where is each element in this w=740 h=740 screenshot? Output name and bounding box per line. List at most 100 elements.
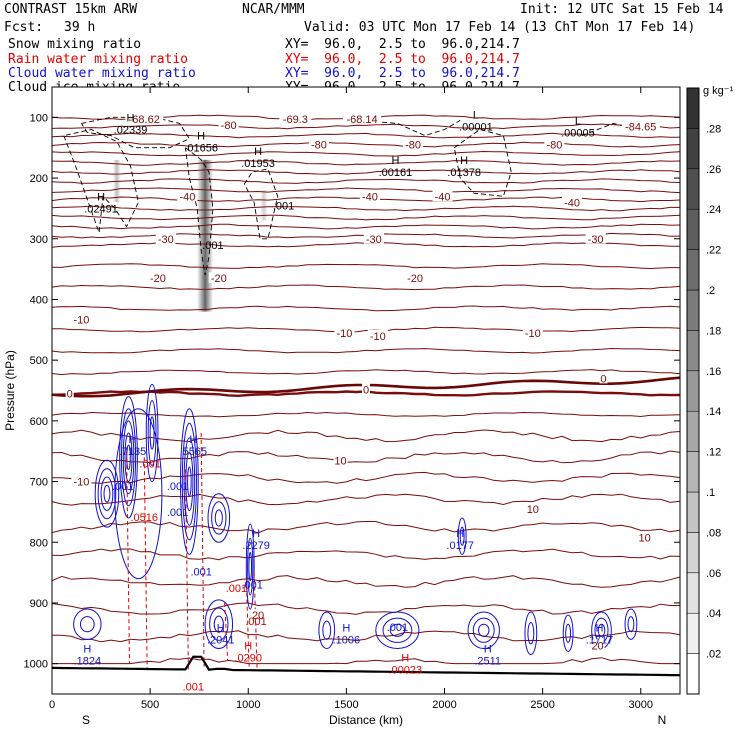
field-name-cloudwater: Cloud water mixing ratio — [8, 66, 196, 81]
temperature-label-bg — [208, 272, 229, 284]
temperature-label-bg — [562, 196, 583, 208]
temperature-contour — [52, 471, 681, 484]
init-time: Init: 12 UTC Sat 15 Feb 14 — [520, 2, 724, 17]
extremum-value: .00001 — [459, 121, 493, 133]
temperature-contour — [51, 223, 681, 230]
x-tick-label: 1500 — [334, 699, 358, 711]
temperature-label: 0 — [67, 389, 73, 401]
cloud-water-contour — [207, 493, 231, 543]
temperature-contour — [51, 575, 681, 588]
contour-value-label: .001 — [273, 200, 294, 212]
cloud-water-contour — [100, 476, 114, 511]
colorbar-segment — [686, 370, 700, 412]
field-name-rain: Rain water mixing ratio — [8, 52, 189, 67]
y-tick-label: 200 — [30, 173, 48, 185]
contour-value-label: .001 — [202, 240, 223, 252]
cloud-water-contour — [126, 444, 131, 470]
temperature-label-bg — [155, 232, 176, 244]
extremum-letter: H — [596, 622, 604, 634]
extremum-value: .7135 — [119, 446, 147, 458]
temperature-label: 20 — [591, 640, 603, 652]
cloud-water-contour — [94, 459, 120, 528]
cloud-water-contour — [149, 416, 155, 450]
extremum-letter: H — [128, 434, 136, 446]
fcst-value: 39 h — [64, 20, 96, 35]
contour-value-label: .001 — [245, 616, 266, 628]
rain-contour — [245, 578, 250, 670]
temperature-contour — [51, 411, 681, 418]
cloud-water-contour — [103, 484, 111, 503]
y-tick-label: 1000 — [24, 659, 48, 671]
temperature-contour — [51, 160, 681, 166]
temperature-label-bg — [405, 272, 426, 284]
extremum-value: .0177 — [446, 540, 474, 552]
field-name-snow: Snow mixing ratio — [8, 37, 142, 52]
temperature-label: -10 — [525, 328, 541, 340]
cloud-water-contour — [459, 526, 465, 546]
temperature-label: -30 — [366, 234, 382, 246]
temperature-label-bg — [251, 609, 266, 621]
colorbar-tick-label: .08 — [706, 527, 721, 539]
temperature-label-bg — [637, 531, 652, 543]
colorbar-segment — [686, 532, 700, 574]
temperature-contour — [51, 369, 681, 376]
temperature-contour — [51, 630, 681, 643]
colorbar-segment — [686, 572, 700, 614]
cloud-water-contour — [247, 537, 254, 596]
cloud-water-contour — [248, 551, 253, 582]
colorbar-segment — [686, 330, 700, 372]
colorbar-segment — [686, 653, 700, 695]
temperature-label: -40 — [179, 191, 195, 203]
temperature-label-bg — [367, 329, 388, 341]
temperature-contour — [51, 187, 681, 194]
temperature-label-bg — [125, 113, 164, 125]
cloud-water-contour — [318, 611, 336, 649]
extremum-value: .02339 — [114, 124, 148, 136]
extremum-letter: H — [97, 191, 105, 203]
colorbar-segment — [686, 410, 700, 452]
cloud-water-contour — [145, 383, 159, 483]
extremum-value: .01953 — [241, 158, 275, 170]
extremum-letter: H — [217, 622, 225, 634]
temperature-label: -80 — [221, 120, 237, 132]
temperature-contour — [51, 205, 680, 212]
x-tick-label: 3000 — [629, 699, 653, 711]
temperature-contour — [51, 150, 681, 157]
cloud-water-contour — [122, 420, 135, 495]
extremum-value: .0290 — [234, 653, 262, 665]
org-label: NCAR/MMM — [242, 2, 305, 17]
temperature-label: 10 — [527, 504, 539, 516]
extremum-value: .1006 — [333, 634, 361, 646]
cloud-water-contour — [467, 611, 500, 649]
cloud-water-contour — [214, 509, 223, 527]
extremum-letter: H — [197, 131, 205, 143]
cloud-water-contour — [624, 608, 638, 640]
cloud-water-contour — [119, 396, 138, 519]
colorbar-segment — [686, 249, 700, 291]
cloud-water-contour — [79, 616, 95, 633]
extremum-letter: L — [575, 115, 581, 127]
contour-value-label: .001 — [241, 580, 262, 592]
extremum-letter: H — [456, 528, 464, 540]
y-tick-label: 700 — [30, 477, 48, 489]
rain-contour — [184, 469, 189, 670]
temperature-label: -10 — [370, 331, 386, 343]
cloud-water-contour — [73, 608, 102, 640]
extremum-letter: H — [484, 644, 492, 656]
temperature-label: -80 — [546, 140, 562, 152]
header: CONTRAST 15km ARW NCAR/MMM Init: 12 UTC … — [0, 0, 740, 96]
cloud-water-contour — [181, 422, 197, 541]
extremum-letter: H — [254, 146, 262, 158]
temperature-contour — [51, 347, 681, 354]
colorbar-segment — [686, 208, 700, 250]
snow-contour — [184, 147, 214, 276]
contour-value-label: .001 — [190, 566, 211, 578]
field-xy-rain: XY= 96.0, 2.5 to 96.0,214.7 — [285, 52, 520, 67]
cloud-water-contour — [180, 408, 199, 555]
field-xy-snow: XY= 96.0, 2.5 to 96.0,214.7 — [285, 37, 520, 52]
extremum-value: .2041 — [207, 634, 235, 646]
temperature-label: -20 — [211, 273, 227, 285]
